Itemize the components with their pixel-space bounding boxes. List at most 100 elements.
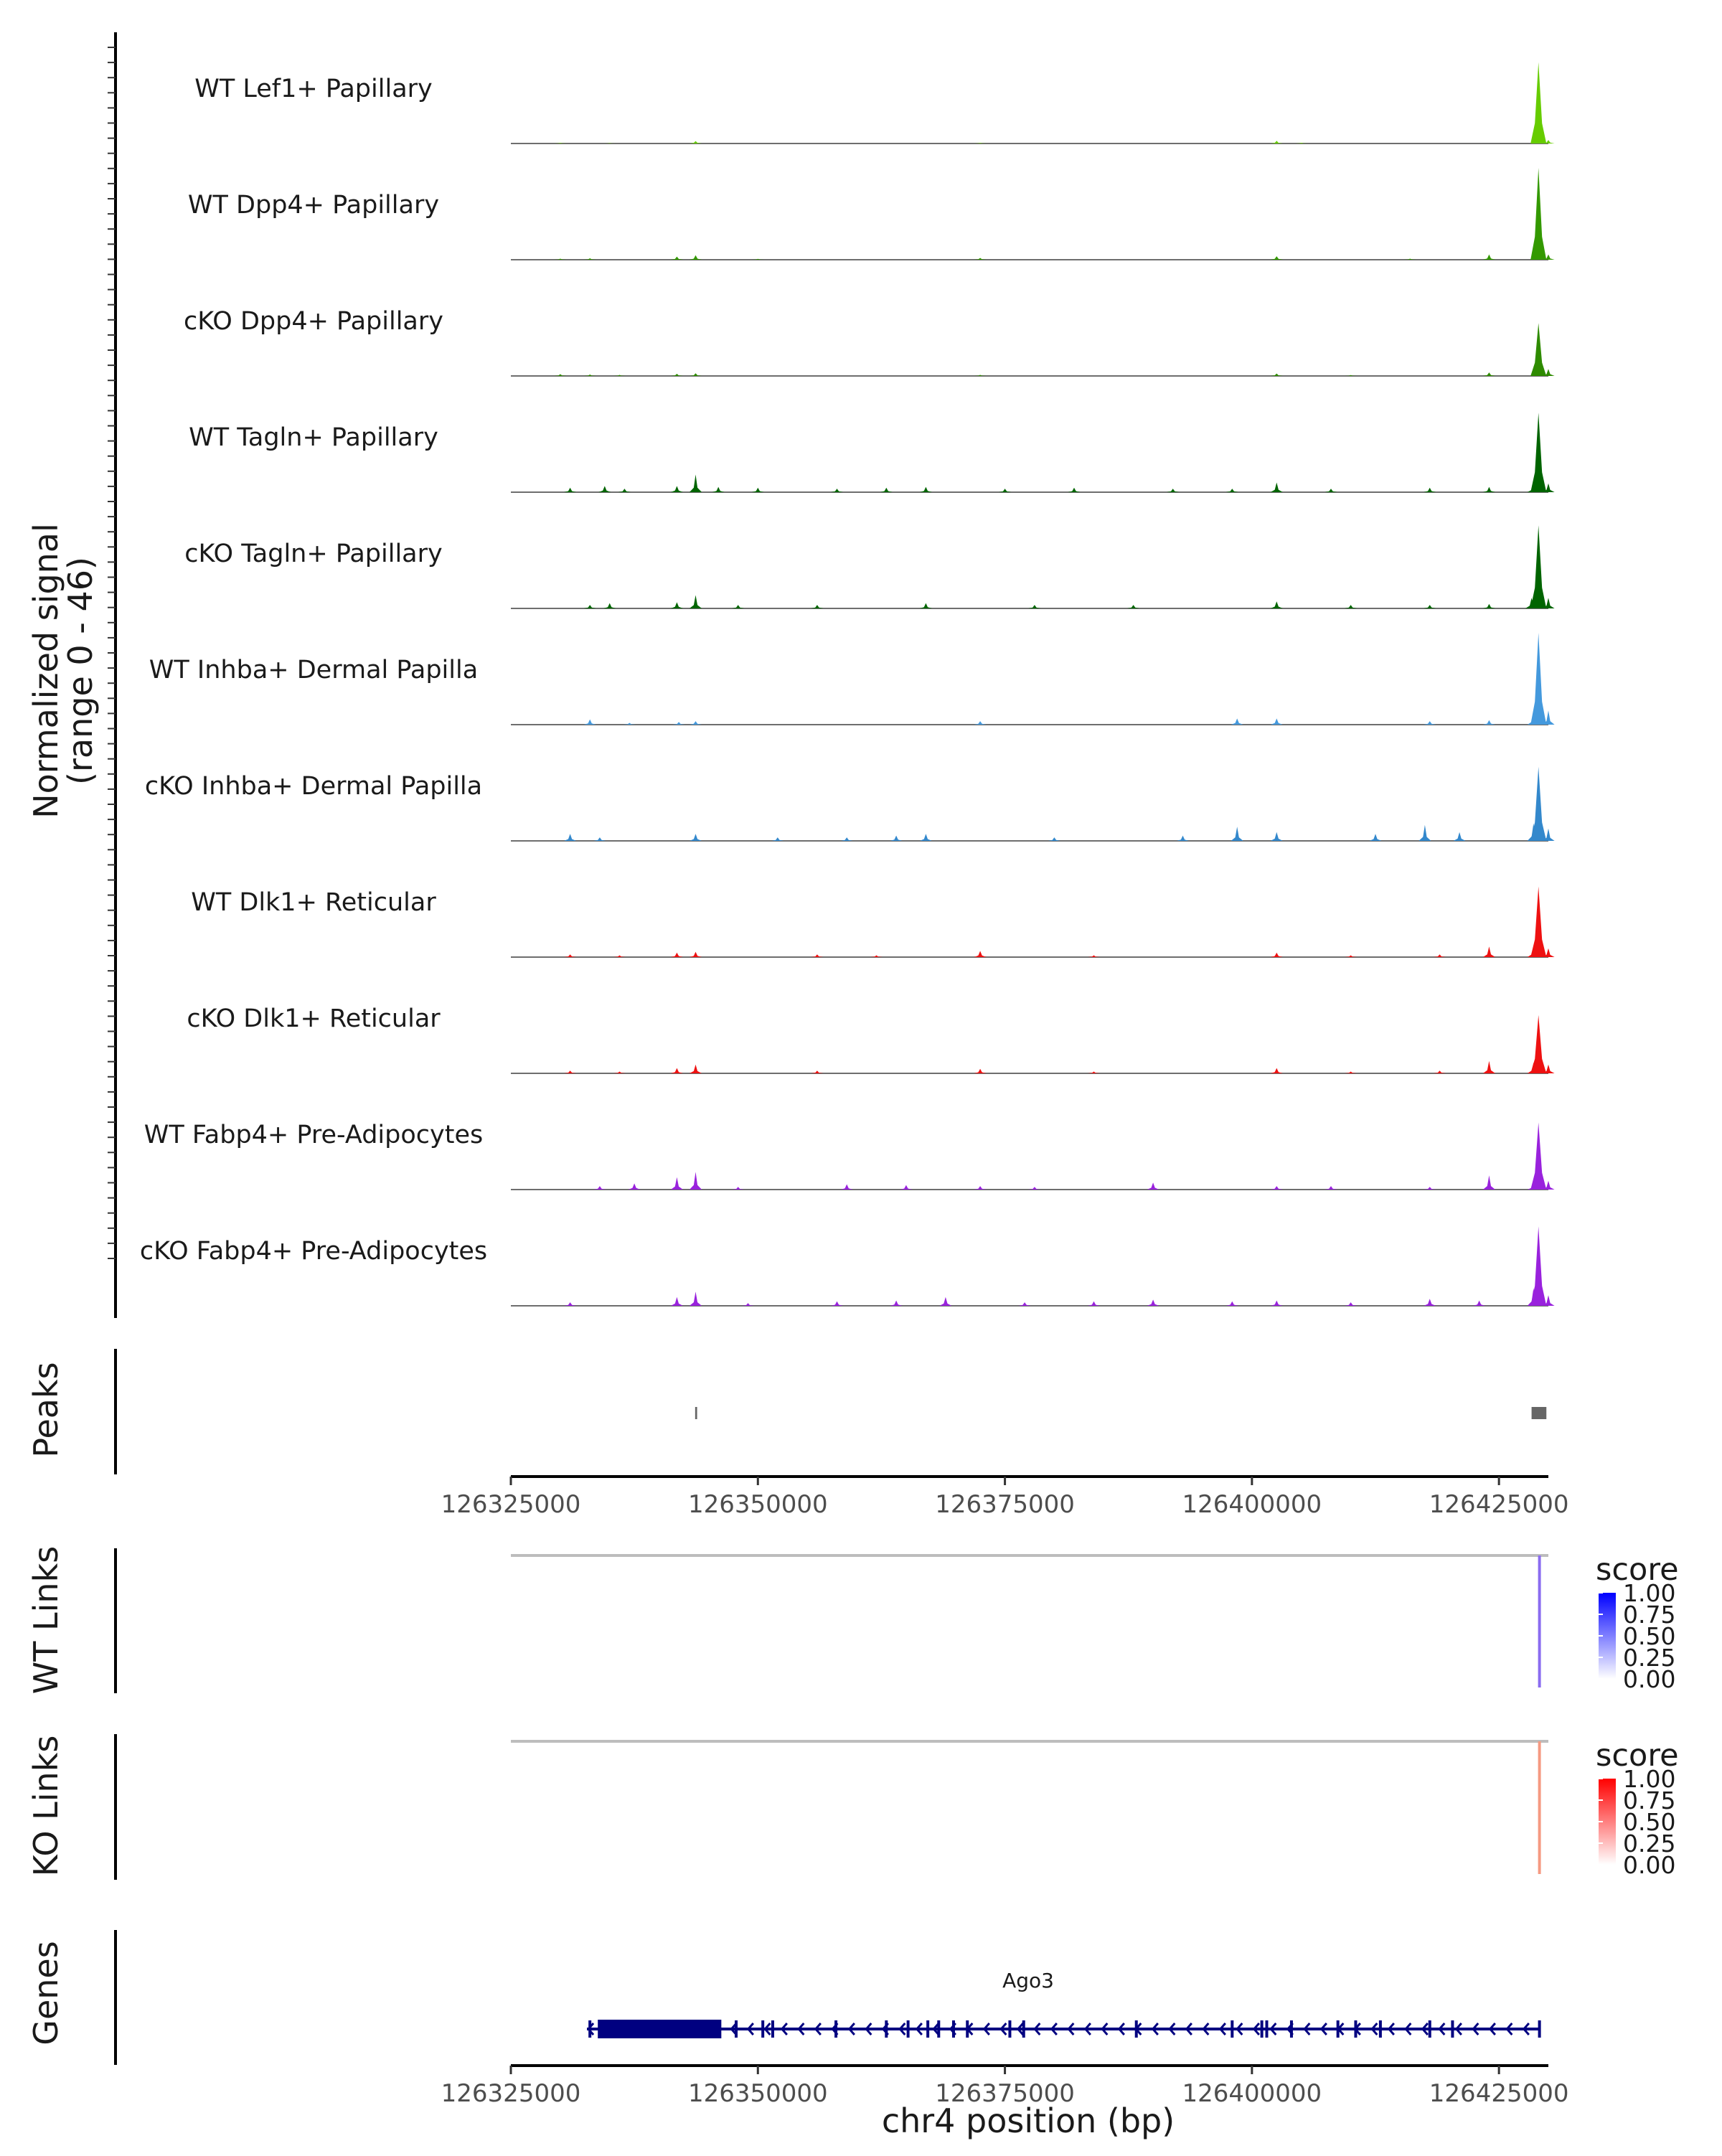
signal-peak <box>1270 718 1283 725</box>
strand-arrow <box>898 2023 906 2035</box>
signal-peak <box>1127 605 1140 608</box>
signal-peak <box>1231 718 1243 725</box>
strand-arrow <box>780 2023 788 2035</box>
signal-peak <box>732 1187 745 1190</box>
signal-peak <box>1542 1064 1555 1073</box>
strand-arrow <box>1337 2023 1345 2035</box>
track-label: WT Dlk1+ Reticular <box>191 888 436 917</box>
genes-x-tick-label: 126325000 <box>441 2079 581 2108</box>
signal-peak <box>1345 1302 1358 1306</box>
signal-peak <box>603 143 616 144</box>
signal-peak <box>870 955 883 957</box>
signal-peak <box>1418 824 1431 841</box>
strand-arrow <box>763 2023 771 2035</box>
signal-peak <box>1345 375 1358 376</box>
strand-arrow <box>1218 2023 1226 2035</box>
signal-peak <box>1087 955 1101 957</box>
signal-peak <box>1530 1015 1547 1073</box>
strand-arrow <box>932 2023 940 2035</box>
legend-tick-label: 0.50 <box>1623 1808 1675 1836</box>
signal-peak <box>672 722 685 725</box>
signal-peak <box>1369 834 1382 841</box>
signal-peak <box>1542 828 1555 841</box>
coverage-ylabel-range: (range 0 - 46) <box>61 557 100 785</box>
signal-peak <box>919 603 932 608</box>
signal-peak <box>1542 710 1555 725</box>
signal-peak <box>583 258 596 260</box>
wt-legend-title: score <box>1596 1552 1679 1588</box>
signal-peak <box>564 487 577 492</box>
signal-peak <box>1424 1187 1436 1190</box>
genes-label: Genes <box>27 1941 65 2045</box>
signal-peak <box>689 1291 702 1306</box>
peaks-label: Peaks <box>27 1362 65 1457</box>
strand-arrow <box>881 2023 889 2035</box>
signal-peak <box>890 835 903 841</box>
strand-arrow <box>814 2023 822 2035</box>
signal-peak <box>593 837 606 841</box>
signal-peak <box>613 955 626 957</box>
signal-peak <box>1424 1299 1436 1306</box>
genes-x-tick-label: 126375000 <box>935 2079 1075 2108</box>
signal-peak <box>1542 140 1555 143</box>
signal-peak <box>1345 605 1358 608</box>
strand-arrow <box>1421 2023 1429 2035</box>
signal-peak <box>564 954 577 957</box>
strand-arrow <box>1151 2023 1159 2035</box>
signal-peak <box>689 1064 702 1073</box>
signal-peak <box>689 951 702 957</box>
peaks-x-tick-label: 126425000 <box>1429 1490 1569 1519</box>
signal-peak <box>1482 946 1495 957</box>
signal-peak <box>1018 1302 1031 1306</box>
track-label: cKO Fabp4+ Pre-Adipocytes <box>140 1237 487 1266</box>
signal-peak <box>999 489 1012 492</box>
signal-peak <box>1167 489 1180 492</box>
signal-peak <box>689 373 702 376</box>
signal-peak <box>840 1184 853 1190</box>
signal-peak <box>919 486 932 492</box>
signal-peak <box>1530 1226 1547 1306</box>
signal-peak <box>1453 832 1466 841</box>
strand-arrow <box>1303 2023 1311 2035</box>
signal-peak <box>771 837 784 841</box>
signal-peak <box>1270 373 1283 376</box>
strand-arrow <box>1101 2023 1109 2035</box>
signal-peak <box>1530 633 1547 725</box>
signal-peak <box>554 258 567 260</box>
signal-peak <box>1482 603 1495 608</box>
signal-peak <box>1147 1182 1159 1190</box>
signal-peak <box>554 374 567 376</box>
signal-peak <box>880 487 893 492</box>
signal-peak <box>1482 254 1495 260</box>
strand-arrow <box>831 2023 839 2035</box>
peaks-x-tick-label: 126325000 <box>441 1490 581 1519</box>
strand-arrow <box>847 2023 855 2035</box>
signal-peak <box>1325 1186 1337 1190</box>
signal-peak <box>618 489 631 492</box>
strand-arrow <box>966 2023 974 2035</box>
signal-peak <box>1542 598 1555 608</box>
signal-peak <box>1147 1299 1159 1306</box>
signal-peak <box>1225 489 1238 492</box>
strand-arrow <box>1067 2023 1075 2035</box>
signal-peak <box>613 1071 626 1073</box>
signal-peak <box>689 1172 702 1190</box>
ko-links-label: KO Links <box>27 1736 65 1877</box>
legend-tick-label: 0.50 <box>1623 1622 1675 1650</box>
strand-arrow <box>1286 2023 1294 2035</box>
gene-name-label: Ago3 <box>1002 1969 1054 1992</box>
signal-peak <box>974 721 987 725</box>
strand-arrow <box>1488 2023 1496 2035</box>
signal-peak <box>751 487 764 492</box>
strand-arrow <box>1117 2023 1125 2035</box>
strand-arrow <box>1185 2023 1192 2035</box>
signal-peak <box>1542 1180 1555 1190</box>
signal-peak <box>689 595 702 608</box>
track-label: WT Tagln+ Papillary <box>189 423 438 452</box>
signal-peak <box>689 474 702 492</box>
signal-peak <box>564 1070 577 1073</box>
gene-utr-block <box>598 2020 722 2038</box>
signal-peak <box>1270 141 1283 143</box>
peaks-x-tick-label: 126375000 <box>935 1490 1075 1519</box>
